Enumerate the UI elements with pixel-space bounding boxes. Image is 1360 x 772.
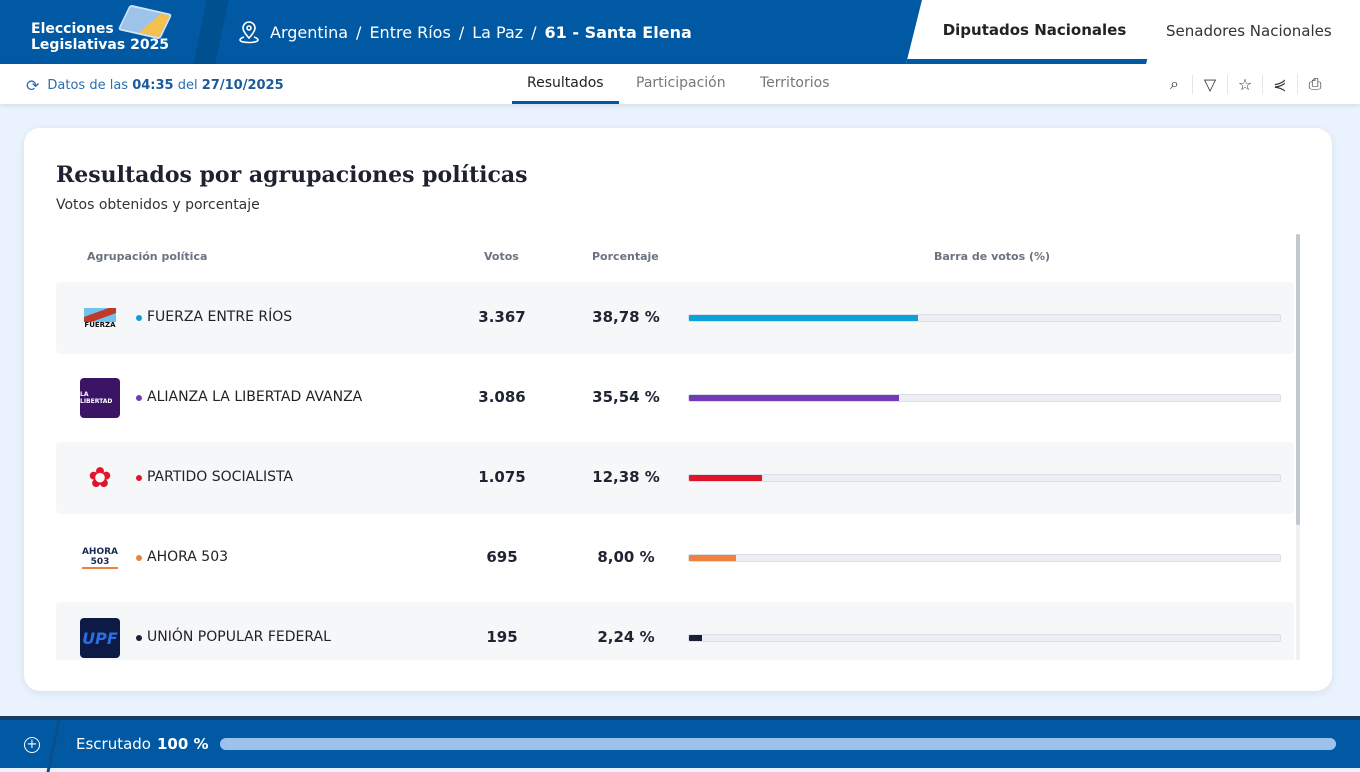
party-votes: 195: [486, 628, 518, 646]
expand-plus-icon[interactable]: +: [24, 737, 40, 753]
scrollbar-thumb[interactable]: [1296, 234, 1300, 525]
party-percent: 8,00 %: [597, 548, 655, 566]
party-logo: FUERZA: [80, 298, 120, 338]
location-pin-icon: [239, 21, 259, 44]
vote-bar-fill: [689, 395, 900, 401]
party-percent: 38,78 %: [592, 308, 660, 326]
top-header: Elecciones Legislativas 2025 Argentina / E…: [0, 0, 1360, 64]
column-header-party: Agrupación política: [87, 250, 208, 263]
breadcrumb-item[interactable]: Entre Ríos: [369, 22, 451, 42]
breadcrumb-item[interactable]: La Paz: [472, 22, 524, 42]
divider: [193, 0, 229, 64]
card-subtitle: Votos obtenidos y porcentaje: [56, 197, 260, 213]
party-votes: 695: [486, 548, 518, 566]
party-color-dot: [136, 555, 142, 561]
party-percent: 35,54 %: [592, 388, 660, 406]
tab-label: Senadores Nacionales: [1166, 22, 1332, 40]
scrutiny-value: 100 %: [157, 735, 209, 753]
breadcrumb: Argentina / Entre Ríos / La Paz/ 61 - Sant…: [236, 19, 692, 45]
party-name: ALIANZA LA LIBERTAD AVANZA: [147, 389, 363, 405]
table-row[interactable]: ✿ PARTIDO SOCIALISTA 1.075 12,38 %: [56, 442, 1294, 514]
table-row[interactable]: UPF UNIÓN POPULAR FEDERAL 195 2,24 %: [56, 602, 1294, 660]
table-row[interactable]: LA LIBERTAD ALIANZA LA LIBERTAD AVANZA 3…: [56, 362, 1294, 434]
column-header-bar: Barra de votos (%): [934, 250, 1051, 263]
vote-bar-fill: [689, 635, 703, 641]
vote-bar-fill: [689, 315, 919, 321]
party-name: FUERZA ENTRE RÍOS: [147, 309, 293, 325]
brand-line1: Elecciones: [31, 21, 114, 37]
breadcrumb-item[interactable]: Argentina: [270, 22, 349, 42]
divider: [46, 720, 61, 772]
party-color-dot: [136, 635, 142, 641]
scrutiny-label: Escrutado 100 %: [76, 735, 209, 753]
party-color-dot: [136, 475, 142, 481]
scrutiny-progress-fill: [220, 738, 1336, 750]
results-card: Resultados por agrupaciones políticas Vo…: [24, 128, 1332, 691]
brand-logo[interactable]: Elecciones Legislativas 2025: [31, 21, 169, 53]
card-title: Resultados por agrupaciones políticas: [56, 162, 528, 188]
sub-navigation: ⟳ Datos de las 04:35 del 27/10/2025 Resu…: [0, 64, 1360, 104]
vote-bar-fill: [689, 475, 763, 481]
column-header-votes: Votos: [484, 250, 519, 263]
party-percent: 2,24 %: [597, 628, 655, 646]
party-votes: 1.075: [478, 468, 526, 486]
tab-label: Diputados Nacionales: [942, 21, 1127, 39]
tab-territorios[interactable]: Territorios: [760, 75, 830, 91]
party-color-dot: [136, 395, 142, 401]
brand-line2: Legislativas 2025: [31, 37, 170, 53]
print-icon[interactable]: ⎙: [1297, 74, 1332, 94]
vote-bar: [688, 474, 1281, 482]
party-name: AHORA 503: [147, 549, 229, 565]
tab-resultados[interactable]: Resultados: [512, 75, 619, 104]
vote-bar-fill: [689, 555, 737, 561]
vote-bar: [688, 394, 1281, 402]
vote-bar: [688, 634, 1281, 642]
party-logo: ✿: [88, 461, 112, 494]
party-percent: 12,38 %: [592, 468, 660, 486]
party-logo: LA LIBERTAD: [80, 378, 120, 418]
party-color-dot: [136, 315, 142, 321]
party-logo: UPF: [80, 618, 120, 658]
footer-bar: + Escrutado 100 %: [0, 716, 1360, 772]
column-header-percent: Porcentaje: [592, 250, 659, 263]
party-name: UNIÓN POPULAR FEDERAL: [147, 629, 331, 645]
table-row[interactable]: AHORA 503 AHORA 503 695 8,00 %: [56, 522, 1294, 594]
share-icon[interactable]: ⋞: [1262, 74, 1297, 94]
search-icon[interactable]: ⌕: [1170, 74, 1179, 93]
results-list: FUERZA FUERZA ENTRE RÍOS 3.367 38,78 % L…: [56, 282, 1294, 660]
refresh-clock-icon[interactable]: ⟳: [26, 76, 40, 95]
star-icon[interactable]: ☆: [1227, 74, 1262, 94]
update-info: ⟳ Datos de las 04:35 del 27/10/2025: [26, 76, 284, 95]
table-row[interactable]: FUERZA FUERZA ENTRE RÍOS 3.367 38,78 %: [56, 282, 1294, 354]
party-votes: 3.367: [478, 308, 526, 326]
vote-bar: [688, 314, 1281, 322]
vote-bar: [688, 554, 1281, 562]
filter-icon[interactable]: ▽: [1192, 74, 1227, 94]
tab-senadores[interactable]: Senadores Nacionales: [1146, 0, 1360, 64]
party-logo: AHORA 503: [81, 547, 119, 569]
scrollbar[interactable]: [1296, 234, 1300, 660]
party-name: PARTIDO SOCIALISTA: [147, 469, 294, 485]
breadcrumb-current: 61 - Santa Elena: [544, 22, 692, 42]
party-votes: 3.086: [478, 388, 526, 406]
tab-diputados[interactable]: Diputados Nacionales: [906, 0, 1162, 64]
scrutiny-progress-bar: [220, 738, 1336, 750]
tab-participacion[interactable]: Participación: [636, 75, 726, 91]
